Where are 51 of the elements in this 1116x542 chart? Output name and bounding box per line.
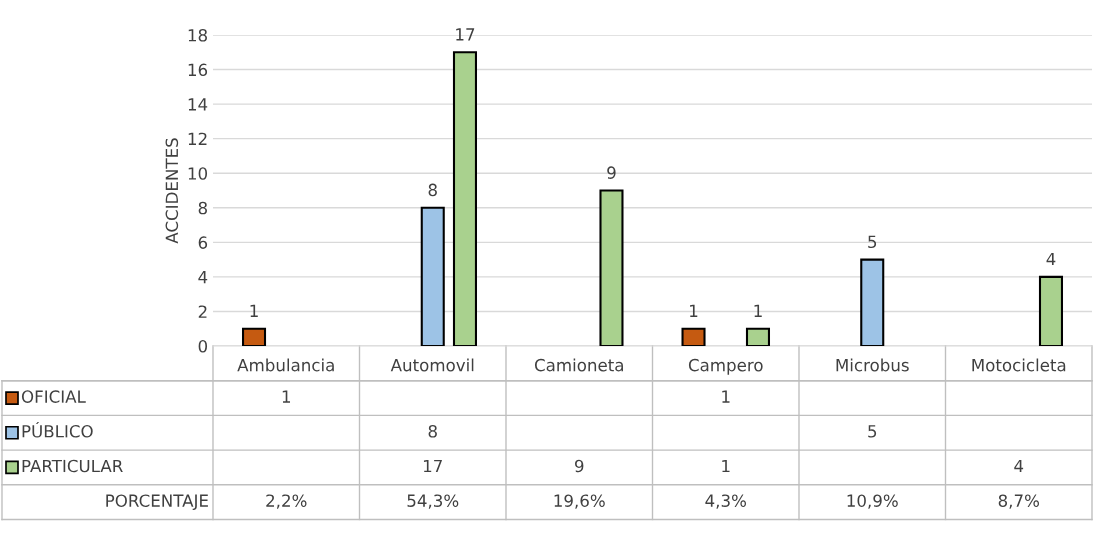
bar <box>241 327 267 346</box>
annotation: 1 <box>754 304 762 317</box>
y-tick-label: 2 <box>198 305 207 318</box>
bar <box>599 189 624 346</box>
legend-label: PÚBLICO <box>22 421 93 438</box>
text: PORCENTAJE <box>106 494 208 511</box>
text: 2,2% <box>266 494 307 509</box>
x-tick-label: Microbus <box>836 358 909 372</box>
x-tick-label: Ambulancia <box>237 358 334 372</box>
annotation: 1 <box>690 304 698 317</box>
annotation: 1 <box>250 304 258 317</box>
bar <box>745 327 771 346</box>
text: 54,3% <box>407 494 459 509</box>
legend-label: PARTICULAR <box>22 459 123 473</box>
bar <box>420 206 445 346</box>
annotation: 17 <box>456 28 475 41</box>
legend-label: OFICIAL <box>21 390 86 403</box>
y-tick-label: 0 <box>198 339 208 353</box>
data-label: 4 <box>1014 459 1024 473</box>
y-tick-label: 14 <box>188 98 208 111</box>
text: 4,3% <box>705 494 746 509</box>
x-tick-label: Camioneta <box>534 358 623 372</box>
y-tick-label: 16 <box>188 63 208 77</box>
bar <box>860 258 885 346</box>
annotation: 8 <box>428 183 437 197</box>
y-tick-label: 4 <box>198 271 208 284</box>
data-label: 1 <box>722 390 730 403</box>
text: 8,7% <box>998 494 1039 509</box>
x-tick-label: Campero <box>688 358 763 375</box>
annotation: 9 <box>607 166 616 179</box>
data-label: 17 <box>423 459 442 473</box>
annotation: 4 <box>1046 252 1056 266</box>
data-label: 5 <box>868 425 877 438</box>
data-label: 1 <box>282 390 291 403</box>
bar <box>1038 275 1064 346</box>
y-tick-label: 6 <box>198 236 208 249</box>
bar <box>452 51 478 346</box>
y-tick-label: 8 <box>198 201 207 215</box>
data-label: 9 <box>575 459 584 473</box>
annotation: 5 <box>868 235 877 249</box>
data-label: 1 <box>722 459 730 473</box>
x-tick-label: Automovil <box>390 358 474 372</box>
y-tick-label: 18 <box>188 28 207 42</box>
text: 19,6% <box>554 494 605 509</box>
y-tick-label: 12 <box>188 132 207 145</box>
y-tick-label: 10 <box>188 167 208 180</box>
bar <box>681 327 706 346</box>
text: 10,9% <box>847 494 898 509</box>
y-axis-title: ACCIDENTES <box>165 138 179 244</box>
data-label: 8 <box>428 424 437 438</box>
x-tick-label: Motocicleta <box>972 358 1066 372</box>
